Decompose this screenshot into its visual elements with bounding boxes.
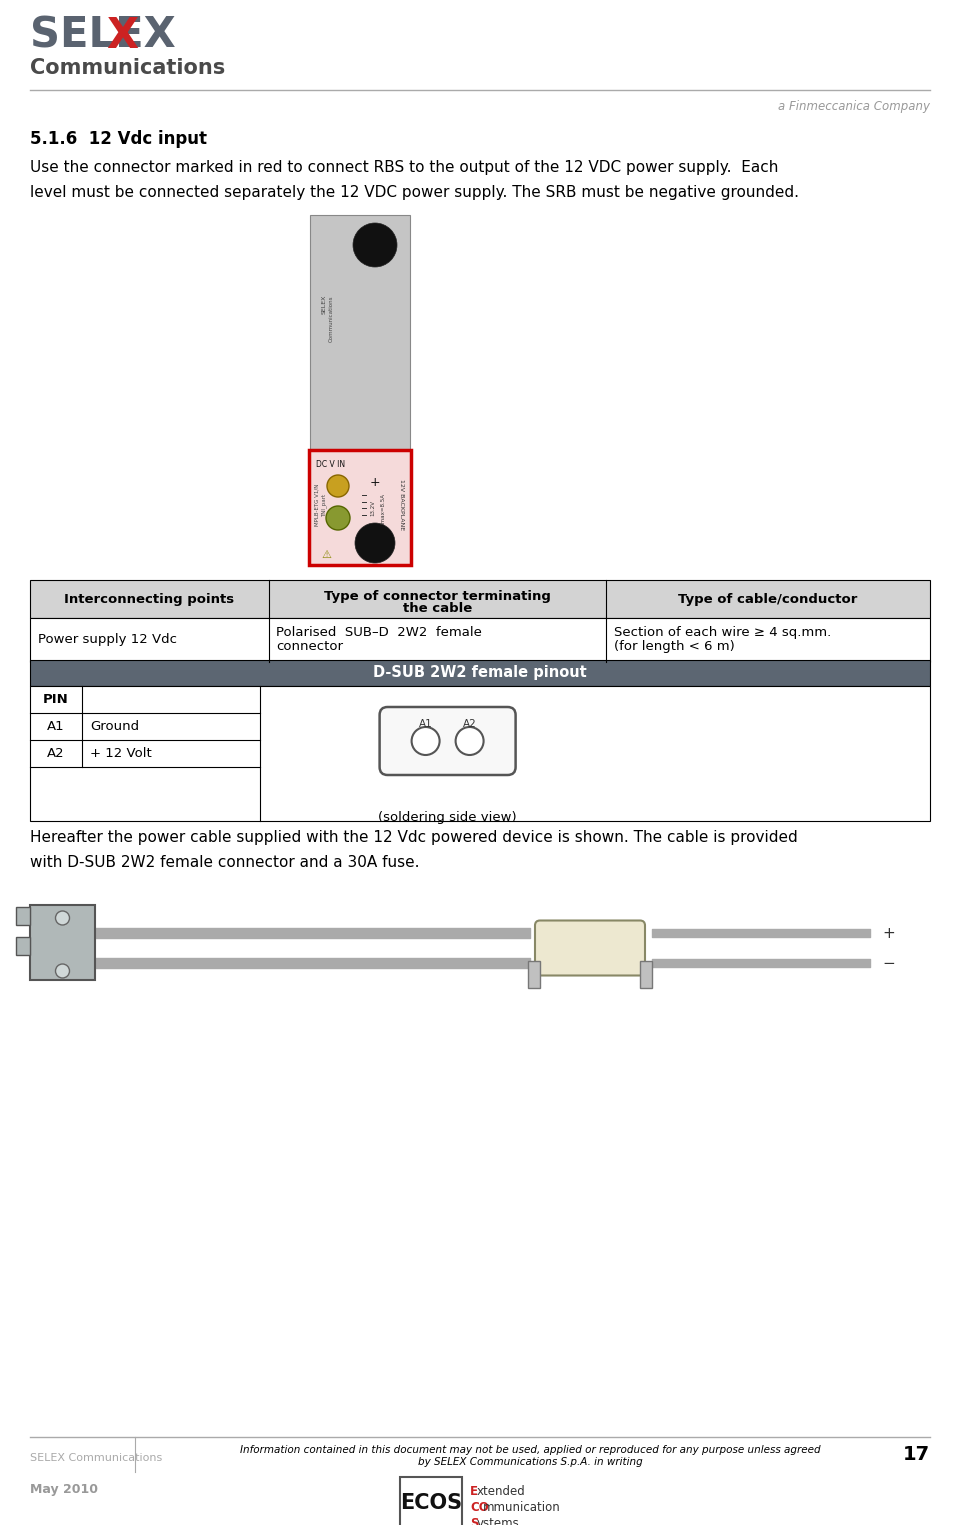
Text: MPLB-ETG V1/N: MPLB-ETG V1/N: [315, 483, 320, 526]
Text: X: X: [106, 15, 138, 56]
Text: Interconnecting points: Interconnecting points: [64, 593, 234, 605]
Text: +: +: [882, 926, 895, 941]
Bar: [30, 904, 95, 981]
Bar: [640, 961, 652, 988]
Text: 17: 17: [902, 1446, 930, 1464]
Text: connector: connector: [276, 640, 344, 653]
Bar: [30, 580, 930, 618]
Text: Section of each wire ≥ 4 sq.mm.: Section of each wire ≥ 4 sq.mm.: [614, 625, 831, 639]
Bar: [30, 686, 930, 820]
Text: A1: A1: [419, 718, 432, 729]
Text: May 2010: May 2010: [30, 1482, 98, 1496]
Text: Polarised  SUB–D  2W2  female: Polarised SUB–D 2W2 female: [276, 625, 482, 639]
Text: SELEX Communications: SELEX Communications: [30, 1453, 162, 1462]
Bar: [528, 961, 540, 988]
Circle shape: [456, 727, 484, 755]
Circle shape: [327, 474, 349, 497]
Text: Hereafter the power cable supplied with the 12 Vdc powered device is shown. The : Hereafter the power cable supplied with …: [30, 830, 798, 845]
Text: E: E: [470, 1485, 478, 1498]
Bar: [310, 215, 410, 564]
Bar: [400, 1478, 462, 1525]
Circle shape: [326, 506, 350, 531]
Text: A2: A2: [463, 718, 476, 729]
Text: Type of cable/conductor: Type of cable/conductor: [679, 593, 857, 605]
Text: DC V IN: DC V IN: [316, 461, 346, 470]
Text: 13.2V: 13.2V: [371, 500, 375, 515]
Circle shape: [56, 910, 69, 926]
Text: Use the connector marked in red to connect RBS to the output of the 12 VDC power: Use the connector marked in red to conne…: [30, 160, 779, 175]
Text: (for length < 6 m): (for length < 6 m): [614, 640, 734, 653]
Bar: [30, 660, 930, 686]
Text: ECOS: ECOS: [400, 1493, 462, 1513]
Text: ystems: ystems: [476, 1517, 519, 1525]
Bar: [309, 450, 411, 564]
Bar: [30, 618, 930, 662]
Bar: [16, 907, 30, 926]
Circle shape: [412, 727, 440, 755]
Text: Information contained in this document may not be used, applied or reproduced fo: Information contained in this document m…: [240, 1446, 820, 1455]
Circle shape: [56, 964, 69, 978]
Text: SELEX: SELEX: [322, 294, 326, 314]
Text: Communications: Communications: [30, 58, 226, 78]
Text: level must be connected separately the 12 VDC power supply. The SRB must be nega: level must be connected separately the 1…: [30, 185, 799, 200]
Text: Imax=8.5A: Imax=8.5A: [380, 493, 386, 523]
Text: with D-SUB 2W2 female connector and a 30A fuse.: with D-SUB 2W2 female connector and a 30…: [30, 856, 420, 869]
Text: CO: CO: [470, 1501, 489, 1514]
Text: S: S: [470, 1517, 478, 1525]
Text: TNI_part: TNI_part: [322, 494, 326, 517]
Text: −: −: [882, 956, 895, 970]
Text: Type of connector terminating: Type of connector terminating: [324, 590, 551, 602]
Text: PIN: PIN: [43, 692, 69, 706]
FancyBboxPatch shape: [535, 921, 645, 976]
Text: A1: A1: [47, 720, 65, 734]
Text: +: +: [370, 476, 380, 488]
FancyBboxPatch shape: [379, 708, 516, 775]
Text: 5.1.6  12 Vdc input: 5.1.6 12 Vdc input: [30, 130, 207, 148]
Text: xtended: xtended: [476, 1485, 525, 1498]
Text: by SELEX Communications S.p.A. in writing: by SELEX Communications S.p.A. in writin…: [418, 1456, 642, 1467]
Text: A2: A2: [47, 747, 65, 759]
Text: mmunication: mmunication: [483, 1501, 561, 1514]
Text: Power supply 12 Vdc: Power supply 12 Vdc: [38, 633, 177, 647]
Text: (soldering side view): (soldering side view): [378, 811, 516, 824]
Bar: [16, 936, 30, 955]
Circle shape: [353, 223, 397, 267]
Text: ⚠: ⚠: [321, 551, 331, 560]
Text: D-SUB 2W2 female pinout: D-SUB 2W2 female pinout: [373, 665, 587, 680]
Text: Ground: Ground: [90, 720, 139, 734]
Text: 12V BACKPLANE: 12V BACKPLANE: [399, 479, 404, 531]
Text: the cable: the cable: [402, 602, 472, 615]
Text: SELEX: SELEX: [30, 15, 176, 56]
Text: a Finmeccanica Company: a Finmeccanica Company: [778, 101, 930, 113]
Text: Communications: Communications: [328, 294, 333, 342]
Circle shape: [355, 523, 395, 563]
Text: + 12 Volt: + 12 Volt: [90, 747, 152, 759]
